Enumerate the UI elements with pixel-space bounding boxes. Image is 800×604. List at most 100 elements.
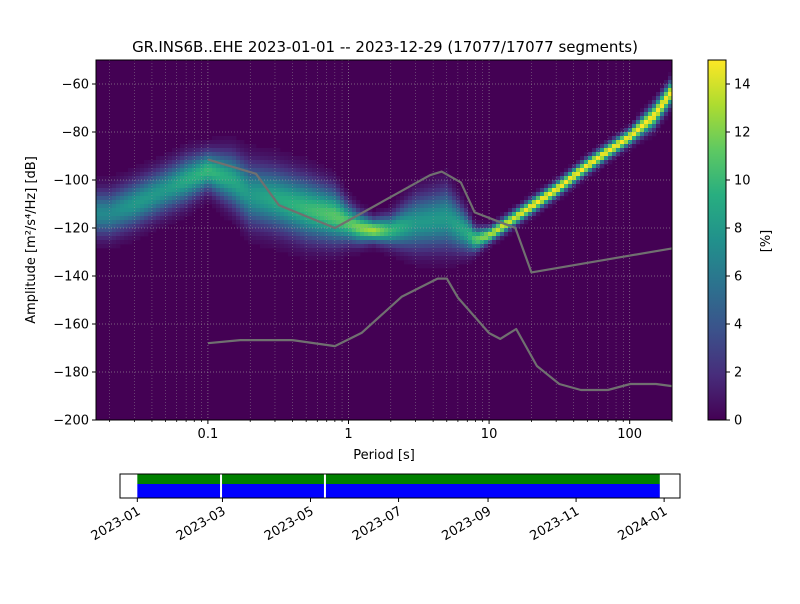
heatmap-cell <box>184 180 189 185</box>
heatmap-cell <box>268 168 273 173</box>
heatmap-cell <box>200 164 205 169</box>
heatmap-cell <box>132 200 137 205</box>
heatmap-cell <box>352 236 357 241</box>
heatmap-cell <box>432 252 437 257</box>
heatmap-cell <box>544 204 549 209</box>
heatmap-cell <box>176 208 181 213</box>
heatmap-cell <box>188 172 193 177</box>
timeline-tick-label: 2023-11 <box>528 504 583 544</box>
timeline-ticks: 2023-01 2023-03 2023-05 2023-07 2023-09 2023-… <box>89 498 670 544</box>
heatmap-cell <box>668 84 673 89</box>
heatmap-cell <box>284 240 289 245</box>
heatmap-cell <box>100 212 105 217</box>
heatmap-cell <box>256 192 261 197</box>
heatmap-cell <box>132 192 137 197</box>
heatmap-cell <box>404 252 409 257</box>
heatmap-cell <box>400 248 405 253</box>
heatmap-cell <box>100 232 105 237</box>
x-tick-label: 1 <box>344 427 352 442</box>
heatmap-cell <box>252 196 257 201</box>
heatmap-cell <box>532 216 537 221</box>
heatmap-cell <box>160 156 165 161</box>
x-tick-label: 100 <box>617 427 642 442</box>
heatmap-cell <box>288 216 293 221</box>
heatmap-cell <box>400 216 405 221</box>
heatmap-cell <box>412 180 417 185</box>
heatmap-cell <box>624 124 629 129</box>
heatmap-cell <box>224 216 229 221</box>
heatmap-cell <box>464 232 469 237</box>
heatmap-cell <box>316 232 321 237</box>
heatmap-cell <box>104 224 109 229</box>
heatmap-cell <box>428 220 433 225</box>
heatmap-cell <box>240 140 245 145</box>
heatmap-cell <box>136 208 141 213</box>
heatmap-cell <box>100 208 105 213</box>
heatmap-cell <box>604 160 609 165</box>
heatmap-cell <box>300 156 305 161</box>
heatmap-cell <box>312 208 317 213</box>
heatmap-cell <box>420 264 425 269</box>
heatmap-cell <box>424 192 429 197</box>
heatmap-cell <box>312 204 317 209</box>
heatmap-cell <box>236 188 241 193</box>
heatmap-cell <box>428 200 433 205</box>
heatmap-cell <box>240 148 245 153</box>
heatmap-cell <box>304 228 309 233</box>
heatmap-cell <box>200 180 205 185</box>
heatmap-cell <box>616 148 621 153</box>
heatmap-cell <box>400 256 405 261</box>
heatmap-cell <box>184 192 189 197</box>
heatmap-cell <box>324 228 329 233</box>
heatmap-cell <box>256 156 261 161</box>
heatmap-cell <box>316 248 321 253</box>
heatmap-cell <box>96 244 101 249</box>
heatmap-cell <box>420 224 425 229</box>
heatmap-cell <box>348 232 353 237</box>
heatmap-cell <box>660 120 665 125</box>
heatmap-cell <box>228 160 233 165</box>
heatmap-cell <box>232 196 237 201</box>
heatmap-cell <box>284 236 289 241</box>
heatmap-cell <box>440 176 445 181</box>
heatmap-cell <box>112 180 117 185</box>
heatmap-cell <box>156 196 161 201</box>
heatmap-cell <box>244 196 249 201</box>
heatmap-cell <box>324 204 329 209</box>
heatmap-cell <box>256 188 261 193</box>
heatmap-cell <box>328 236 333 241</box>
heatmap-cell <box>244 200 249 205</box>
heatmap-cell <box>276 204 281 209</box>
heatmap-cell <box>500 212 505 217</box>
heatmap-cell <box>556 196 561 201</box>
heatmap-cell <box>248 204 253 209</box>
heatmap-cell <box>320 196 325 201</box>
heatmap-cell <box>464 244 469 249</box>
heatmap-cell <box>116 172 121 177</box>
heatmap-cell <box>656 104 661 109</box>
heatmap-cell <box>292 164 297 169</box>
heatmap-cell <box>288 168 293 173</box>
heatmap-cell <box>288 204 293 209</box>
heatmap-cell <box>636 124 641 129</box>
y-tick-label: −120 <box>53 222 89 237</box>
heatmap-cell <box>416 244 421 249</box>
heatmap-cell <box>192 176 197 181</box>
heatmap-cell <box>320 212 325 217</box>
heatmap-cell <box>364 240 369 245</box>
heatmap-cell <box>288 192 293 197</box>
heatmap-cell <box>528 200 533 205</box>
heatmap-cell <box>308 164 313 169</box>
heatmap-cell <box>192 168 197 173</box>
heatmap-cell <box>140 196 145 201</box>
heatmap-cell <box>120 216 125 221</box>
heatmap-cell <box>316 188 321 193</box>
heatmap-cell <box>444 232 449 237</box>
heatmap-cell <box>192 188 197 193</box>
heatmap-cell <box>128 196 133 201</box>
heatmap-cell <box>408 252 413 257</box>
heatmap-cell <box>344 204 349 209</box>
heatmap-cell <box>428 260 433 265</box>
heatmap-cell <box>324 180 329 185</box>
